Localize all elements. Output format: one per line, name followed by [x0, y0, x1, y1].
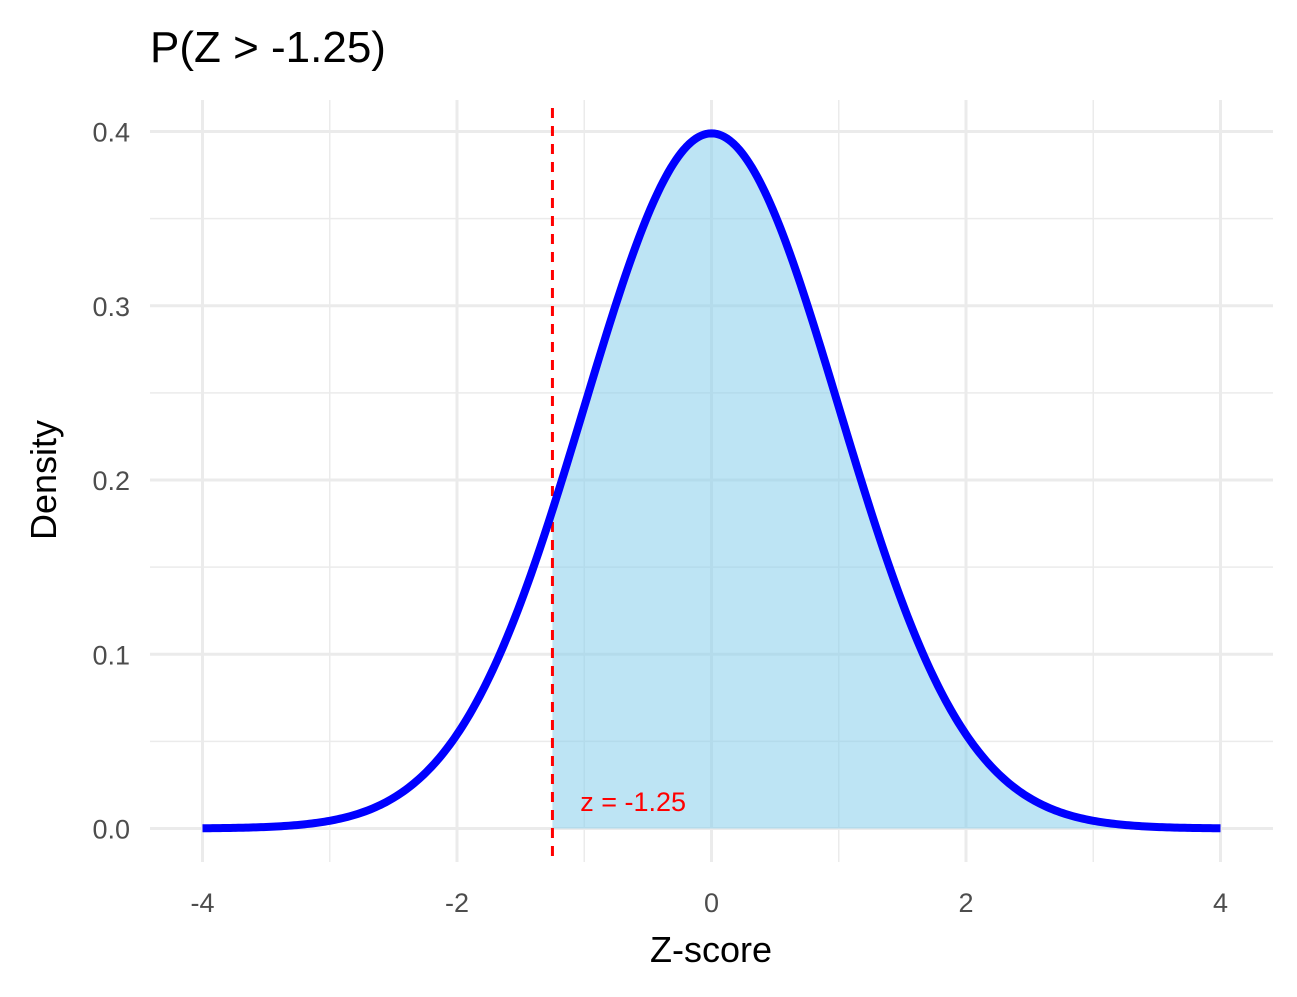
y-tick-label: 0.1	[92, 640, 130, 670]
density-curve	[201, 129, 1222, 833]
y-tick-label: 0.4	[92, 118, 130, 148]
x-tick-label: 0	[704, 888, 719, 918]
x-tick-label: 2	[958, 888, 973, 918]
x-axis-title: Z-score	[650, 929, 772, 970]
x-tick-label: 4	[1213, 888, 1228, 918]
x-tick-labels: -4 -2 0 2 4	[190, 888, 1228, 918]
y-tick-labels: 0.0 0.1 0.2 0.3 0.4	[92, 118, 130, 845]
y-tick-label: 0.3	[92, 292, 130, 322]
z-annotation: z = -1.25	[580, 787, 686, 817]
y-axis-title: Density	[23, 420, 64, 540]
x-tick-label: -4	[190, 888, 214, 918]
chart-title: P(Z > -1.25)	[150, 23, 386, 72]
y-tick-label: 0.0	[92, 815, 130, 845]
y-tick-label: 0.2	[92, 466, 130, 496]
shaded-area	[552, 133, 1221, 829]
x-tick-label: -2	[445, 888, 469, 918]
